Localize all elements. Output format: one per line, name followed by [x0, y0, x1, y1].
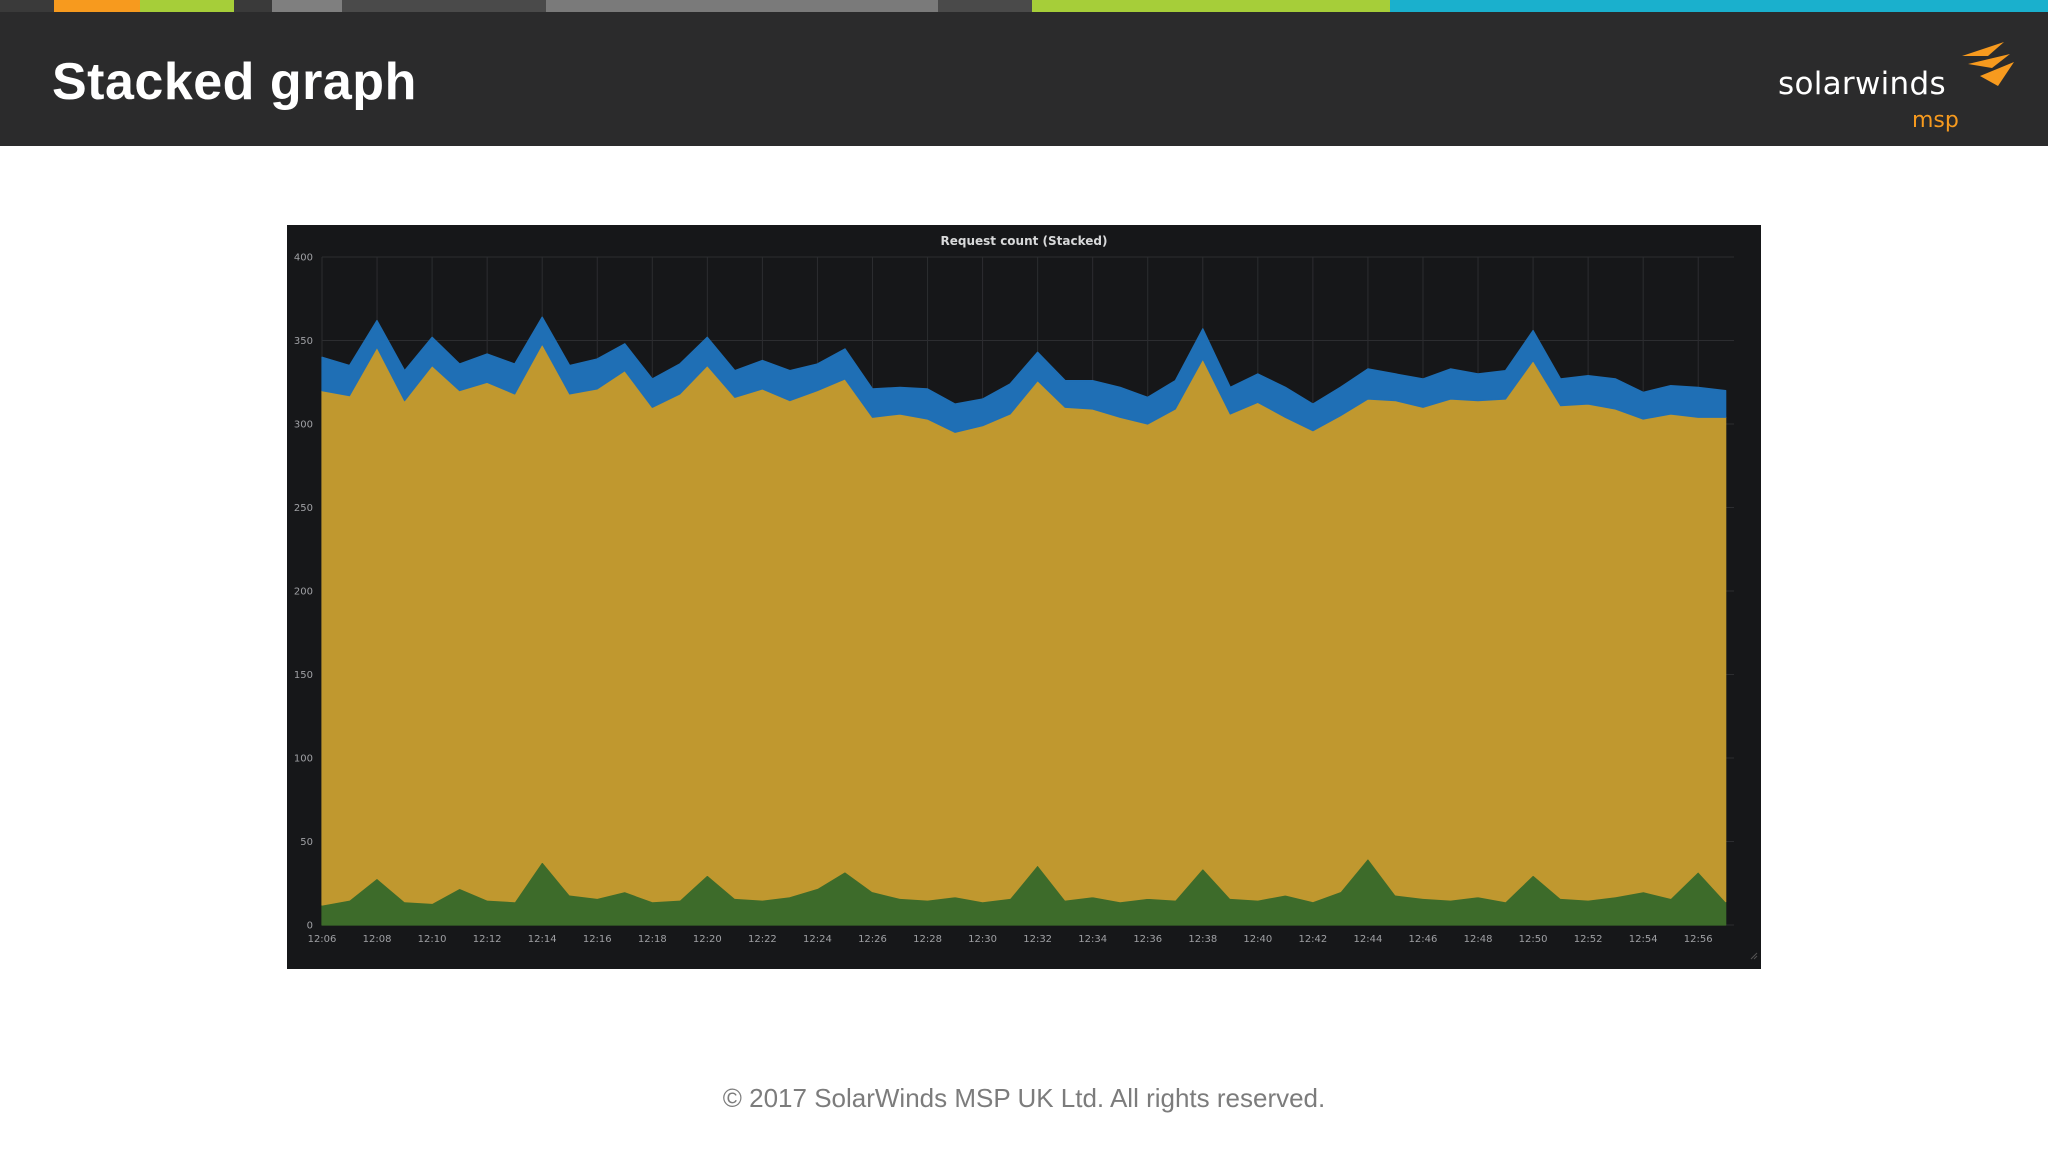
stacked-area-chart: 0 50 100 150 200 250 300 350 400 12:06 12:08 12:10 1… [287, 225, 1761, 969]
resize-handle-icon[interactable] [1750, 952, 1758, 960]
top-strip-segment [140, 0, 234, 12]
x-tick-label: 12:34 [1078, 934, 1107, 945]
x-tick-label: 12:52 [1574, 934, 1603, 945]
chart-svg: 0 50 100 150 200 250 300 350 400 12:06 12:08 12:10 1… [294, 234, 1758, 960]
x-tick-label: 12:26 [858, 934, 887, 945]
logo-subtext: msp [1912, 108, 1959, 133]
top-strip-segment [938, 0, 1032, 12]
top-strip-segment [0, 0, 54, 12]
solarwinds-msp-logo: solarwinds msp [1778, 42, 2018, 133]
x-tick-label: 12:24 [803, 934, 832, 945]
top-strip-segment [54, 0, 140, 12]
top-strip-segment [342, 0, 546, 12]
y-tick-label: 150 [294, 670, 313, 681]
x-tick-label: 12:08 [363, 934, 392, 945]
y-tick-label: 200 [294, 587, 313, 598]
top-strip-segment [1032, 0, 1390, 12]
solarwinds-flame-icon [1962, 42, 2014, 86]
x-tick-label: 12:30 [968, 934, 997, 945]
x-tick-label: 12:16 [583, 934, 612, 945]
x-tick-label: 12:10 [418, 934, 447, 945]
slide-title: Stacked graph [52, 53, 417, 111]
top-strip-segment [272, 0, 342, 12]
x-tick-label: 12:38 [1188, 934, 1217, 945]
logo-wordmark: solarwinds [1778, 66, 1946, 102]
copyright-footer: © 2017 SolarWinds MSP UK Ltd. All rights… [722, 1083, 1326, 1113]
x-tick-label: 12:06 [308, 934, 337, 945]
top-strip-segment [546, 0, 938, 12]
x-tick-label: 12:22 [748, 934, 777, 945]
x-tick-label: 12:32 [1023, 934, 1052, 945]
top-color-strip [0, 0, 2048, 12]
x-tick-label: 12:48 [1464, 934, 1493, 945]
y-tick-label: 0 [307, 921, 313, 932]
x-tick-label: 12:50 [1519, 934, 1548, 945]
chart-title: Request count (Stacked) [940, 234, 1107, 248]
x-tick-label: 12:40 [1243, 934, 1272, 945]
chart-areas [321, 316, 1727, 926]
x-tick-label: 12:54 [1629, 934, 1658, 945]
x-tick-label: 12:14 [528, 934, 557, 945]
x-tick-label: 12:18 [638, 934, 667, 945]
x-tick-label: 12:46 [1409, 934, 1438, 945]
y-tick-label: 50 [300, 837, 313, 848]
y-tick-label: 250 [294, 503, 313, 514]
y-tick-label: 350 [294, 336, 313, 347]
x-tick-label: 12:44 [1354, 934, 1383, 945]
x-tick-label: 12:28 [913, 934, 942, 945]
series-area-1 [321, 343, 1727, 906]
x-tick-label: 12:42 [1298, 934, 1327, 945]
top-strip-segment [1390, 0, 2048, 12]
slide-header: Stacked graph solarwinds msp [0, 12, 2048, 146]
series-area-2 [321, 316, 1727, 433]
y-tick-label: 100 [294, 754, 313, 765]
top-strip-segment [234, 0, 272, 12]
y-tick-label: 300 [294, 420, 313, 431]
x-tick-label: 12:36 [1133, 934, 1162, 945]
x-tick-label: 12:56 [1684, 934, 1713, 945]
chart-axes: 0 50 100 150 200 250 300 350 400 12:06 12:08 12:10 1… [294, 253, 1713, 946]
y-tick-label: 400 [294, 253, 313, 264]
x-tick-label: 12:12 [473, 934, 502, 945]
x-tick-label: 12:20 [693, 934, 722, 945]
